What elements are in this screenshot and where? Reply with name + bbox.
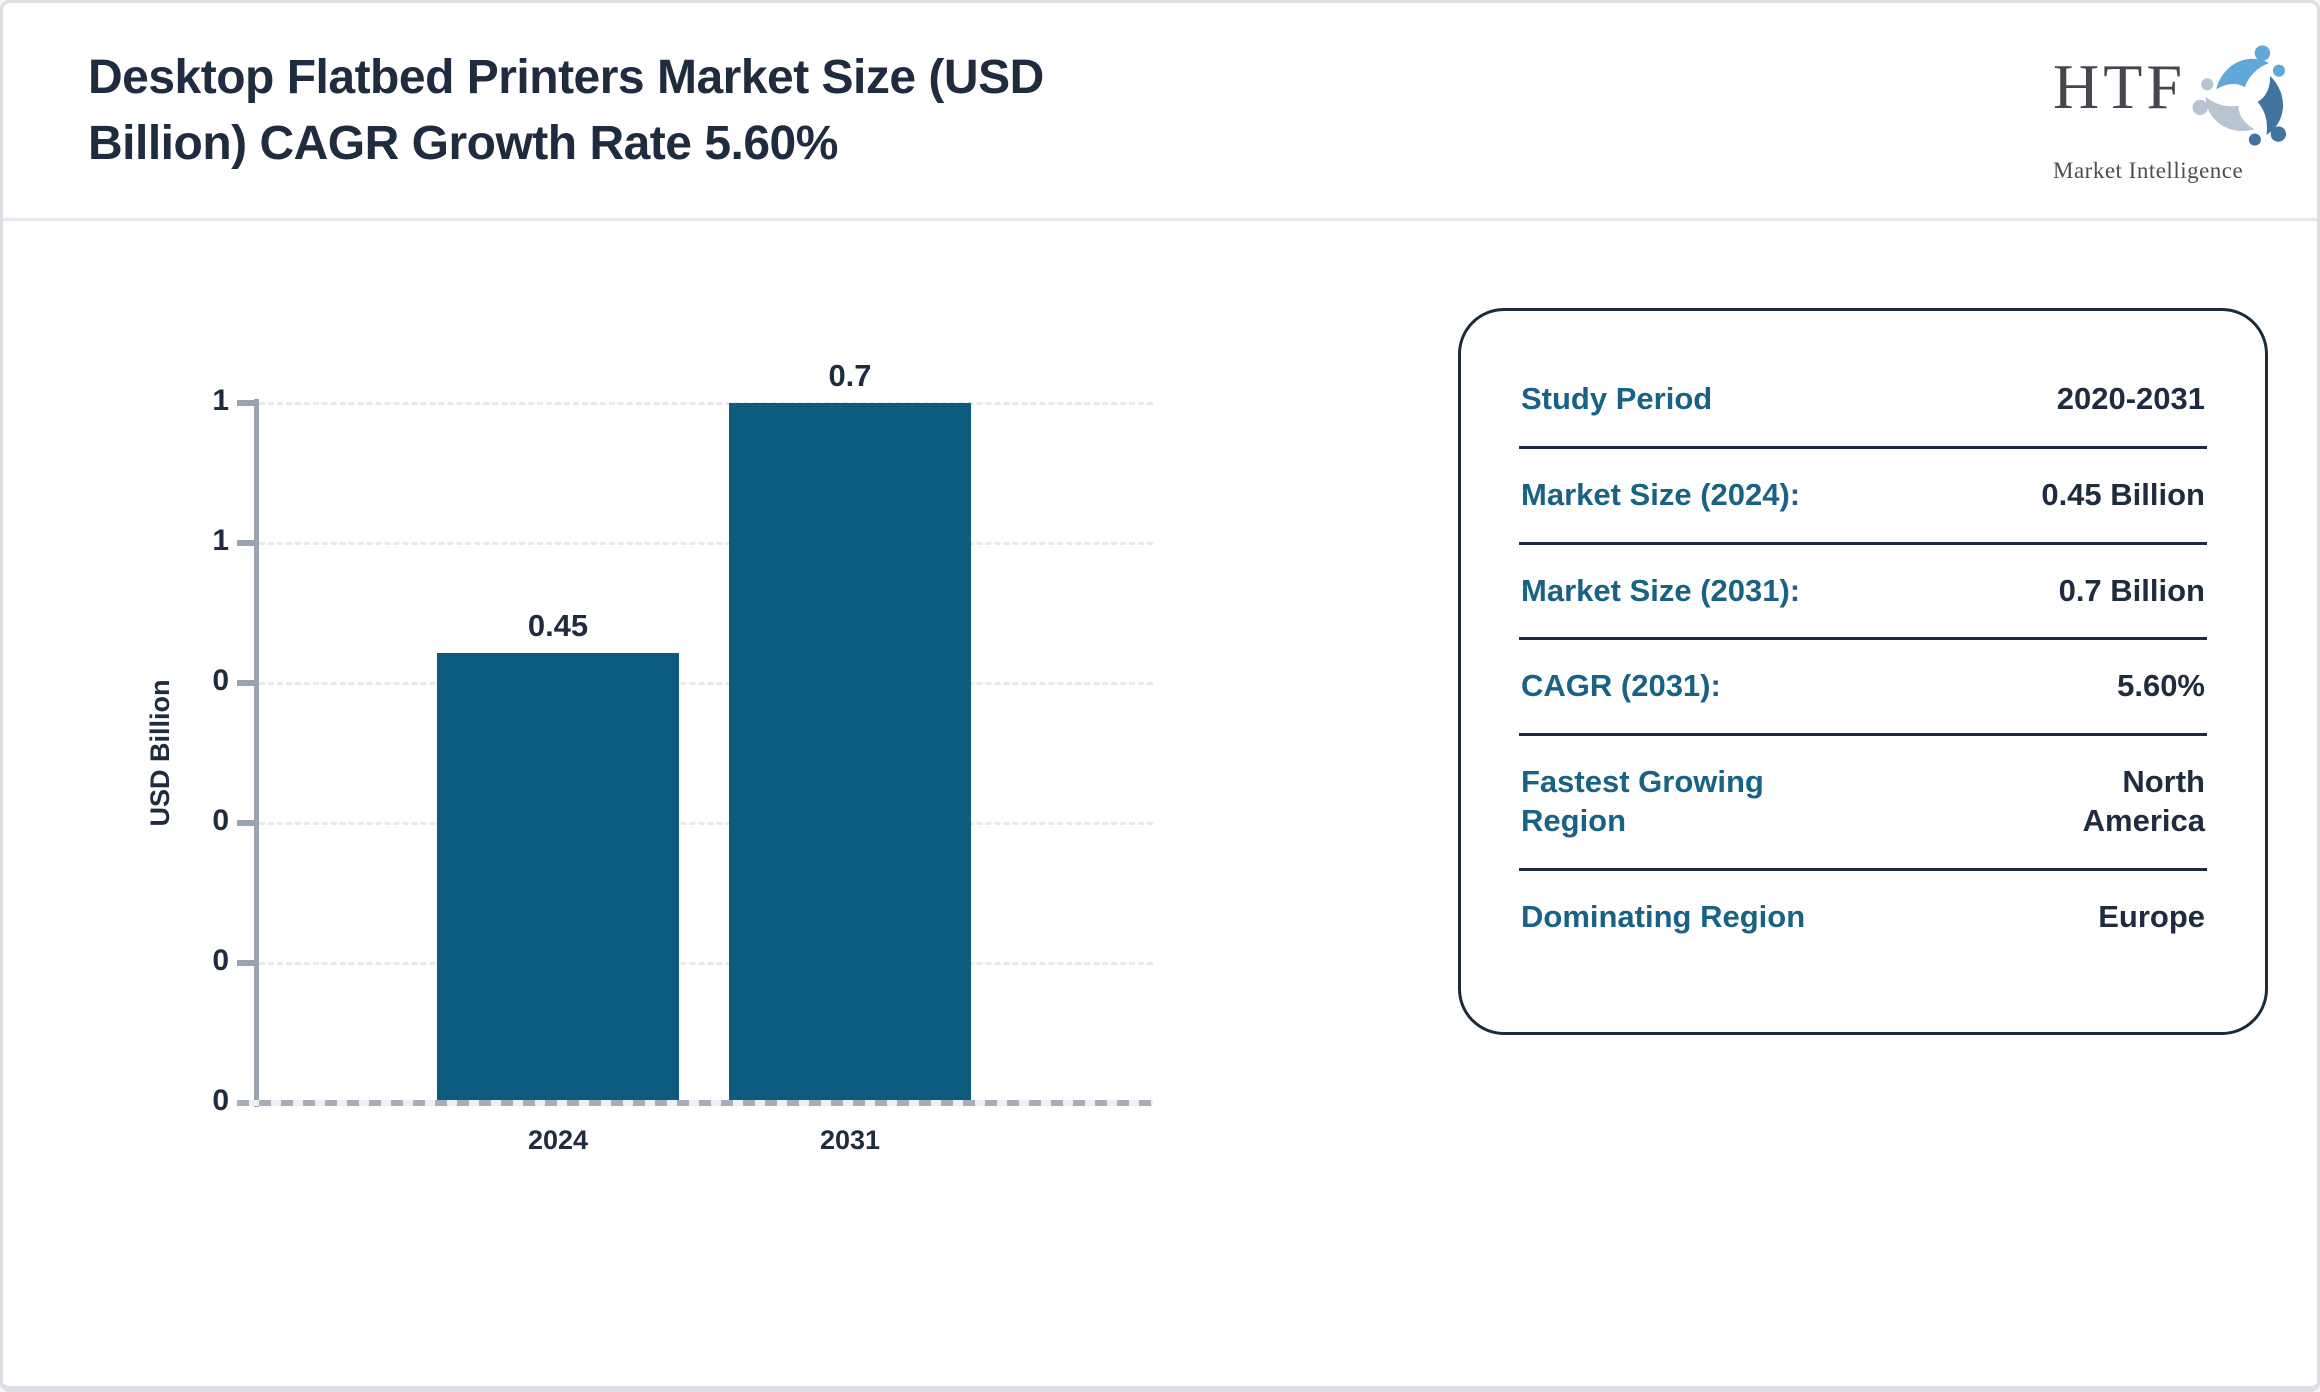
y-tick-label: 0 [212,1084,229,1117]
y-gridline [259,822,1153,825]
header-divider [3,218,2317,221]
panel-label: Dominating Region [1521,898,1806,934]
htf-logo-text: HTF [2053,51,2186,122]
x-axis-label-2024: 2024 [527,1125,589,1155]
bar-chart: USD Billion 1 1 0 0 0 0 0.45 2024 0.7 2031 [3,3,1253,1386]
y-tick-label: 1 [212,524,229,557]
y-tick-mark [237,680,259,686]
y-axis-line [254,399,259,1107]
panel-value: 2020-2031 [2056,381,2205,416]
htf-logo-swirl-icon [2192,41,2302,156]
y-tick-mark [237,540,259,546]
bar-2031 [729,403,971,1103]
panel-label: Market Size (2031): [1521,572,1801,608]
panel-value: 5.60% [2117,668,2205,704]
y-gridline [259,962,1153,965]
y-tick-mark [237,960,259,966]
panel-row-dominating-region: Dominating Region Europe [1519,871,2207,964]
y-tick-label: 0 [212,944,229,977]
page-title-line-2: Billion) CAGR Growth Rate 5.60% [88,117,838,171]
y-axis-title: USD Billion [145,679,175,827]
panel-row-cagr: CAGR (2031): 5.60% [1519,640,2207,736]
page-title: Desktop Flatbed Printers Market Size (US… [88,45,1338,177]
panel-label: CAGR (2031): [1521,668,1721,704]
panel-value: 0.7 Billion [2058,572,2205,608]
y-tick-mark [237,820,259,826]
y-tick-mark [237,400,259,406]
bar-2024 [437,653,679,1103]
y-tick-label: 1 [212,384,229,417]
y-gridline [259,682,1153,685]
panel-row-market-size-2031: Market Size (2031): 0.7 Billion [1519,545,2207,641]
y-gridline [259,402,1153,405]
y-tick-label: 0 [212,804,229,837]
panel-label: Fastest Growing Region [1521,764,1764,838]
panel-value: 0.45 Billion [2041,476,2205,512]
y-gridline [259,542,1153,545]
panel-row-fastest-growing-region: Fastest Growing Region North America [1519,736,2207,871]
y-tick-label: 0 [212,664,229,697]
bar-value-label: 0.7 [828,358,872,393]
htf-logo: HTF [2053,41,2293,184]
page-title-line-1: Desktop Flatbed Printers Market Size (US… [88,51,1044,104]
x-axis-line [237,1100,1153,1106]
panel-value: North America [2082,764,2205,838]
key-facts-panel: Study Period 2020-2031 Market Size (2024… [1458,308,2268,1035]
panel-value: Europe [2098,898,2205,934]
x-axis-label-2031: 2031 [819,1125,881,1155]
panel-label: Study Period [1521,381,1713,416]
bar-value-label: 0.45 [527,608,589,643]
panel-row-study-period: Study Period 2020-2031 [1519,353,2207,449]
panel-row-market-size-2024: Market Size (2024): 0.45 Billion [1519,449,2207,545]
htf-logo-tagline: Market Intelligence [2053,158,2244,183]
panel-label: Market Size (2024): [1521,476,1801,512]
